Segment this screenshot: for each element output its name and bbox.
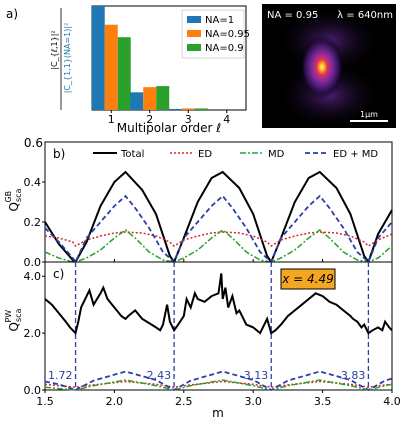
panel-b-ytick-0-0: 0.0 [24,256,42,269]
panel-a-xtick-4: 4 [223,113,230,126]
bar-na-1-l2 [130,92,144,110]
panel-c-ylabel-sub: sca [14,308,23,322]
panel-a-legend: NA=1 NA=0.95 NA=0.9 [181,9,250,59]
panel-b-line-ed [44,231,393,247]
beam-inset: NA = 0.95 λ = 640nm 1μm [262,4,396,129]
beam-inset-scalebar-label: 1μm [360,110,378,119]
legend-swatch-na1 [187,16,201,23]
panel-c-xticks: 1.5 2.0 2.5 3.0 3.5 4.0 [36,390,400,408]
panel-c-annotation: x = 4.49 [280,268,336,290]
panel-b-line-md [44,229,393,263]
panel-b-yticks: 0.0 0.2 0.4 [24,176,45,269]
svg-text:QscaPW: QscaPW [4,308,23,331]
legend-label-na09: NA=0.9 [205,43,244,54]
panel-c-xlabel: m [212,406,224,420]
legend-swatch-na095 [187,30,201,37]
vline-label-2-43: 2.43 [147,369,172,382]
beam-focus-spot [300,35,344,99]
panel-b-line-total [44,170,393,265]
svg-text:QscaGB: QscaGB [4,188,23,211]
panel-b-ytick-0-4: 0.4 [24,176,42,189]
panel-c-xtick-3-5: 3.5 [314,395,332,408]
panel-c-axes [44,261,393,391]
panel-c-xtick-2-0: 2.0 [106,395,124,408]
panel-c-annotation-text: x = 4.49 [281,272,334,286]
legend-label-md: MD [268,149,285,160]
panel-a-xtick-2: 2 [146,113,153,126]
legend-label-edmd: ED + MD [333,149,378,160]
panel-c-xtick-2-5: 2.5 [175,395,193,408]
panel-a-ylabel-denominator: |C_{1,1}(NA=1)|² [63,23,72,94]
bar-na-1-l3 [168,108,182,110]
bar-na-0-9-l2 [156,86,170,110]
panel-c-line-md [44,379,393,391]
bar-na-0-95-l2 [143,87,157,110]
panel-a-xtick-1: 1 [108,113,115,126]
panel-c-ylabel-sup: PW [4,310,13,323]
panel-b-lines [44,170,393,265]
panel-b-line-ed-md [44,194,393,264]
panel-b-ylabel-sub: sca [14,188,23,202]
panel-a-xtick-3: 3 [185,113,192,126]
panel-c-ylabel-main: Q [7,322,21,331]
legend-swatch-na09 [187,44,201,51]
legend-label-total: Total [120,149,144,160]
panel-a-ylabel-numerator: |C_{ℓ,1}|² [50,30,59,69]
legend-label-na1: NA=1 [205,15,234,26]
panel-c-ylabel: QscaPW [4,308,23,331]
panel-c-annotation-box [280,268,336,290]
vline-label-3-13: 3.13 [244,369,269,382]
panel-a-xlabel: Multipolar order ℓ [117,121,222,135]
panel-a-bars [91,6,208,111]
vline-label-1-72: 1.72 [48,369,73,382]
panel-c-label: c) [53,267,64,281]
vline-label-3-83: 3.83 [341,369,366,382]
bar-na-0-9-l1 [117,37,131,111]
panel-c-line-total [44,273,393,336]
panel-b-label: b) [53,147,65,161]
legend-label-ed: ED [198,149,212,160]
panel-a-xticks: 1 2 3 4 [108,110,230,126]
panel-c-yticks: 0.0 2.0 4.0 [24,270,45,397]
panel-c-line-ed [44,380,393,388]
panel-c-lines [44,273,393,392]
panel-c-ytick-4-0: 4.0 [24,270,42,283]
panel-b-ylabel-main: Q [7,202,21,211]
beam-inset-na-label: NA = 0.95 [267,10,318,21]
panel-c-ytick-0-0: 0.0 [24,384,42,397]
panel-c: QscaPW 0.0 2.0 4.0 1.5 2.0 2.5 3.0 3.5 4.0 1.72… [4,261,400,420]
panel-c-xtick-1-5: 1.5 [36,395,54,408]
panel-b-legend: Total ED MD ED + MD [93,149,378,160]
panel-c-ytick-2-0: 2.0 [24,327,42,340]
panel-a: a) |C_{ℓ,1}|² |C_{1,1}(NA=1)|² 1 2 3 4 NA=1… [6,5,250,135]
panel-b-ylabel: QscaGB [4,188,23,211]
panel-c-xtick-3-0: 3.0 [244,395,262,408]
beam-inset-lambda-label: λ = 640nm [337,10,393,21]
legend-label-na095: NA=0.95 [205,29,250,40]
bar-na-0-95-l1 [104,24,118,110]
panel-a-label: a) [6,7,18,21]
panel-b-axes [44,141,393,263]
panel-c-xtick-4-0: 4.0 [383,395,400,408]
bar-na-0-9-l3 [194,108,208,110]
panel-b-ytick-0-2: 0.2 [24,216,42,229]
panel-b-ytick-top: 0.6 [24,136,43,150]
bar-na-1-l1 [91,6,105,110]
panel-b: 0.6 QscaGB 0.0 0.2 0.4 b) Total ED MD ED +… [4,136,393,269]
panel-b-ylabel-sup: GB [4,191,13,203]
panel-a-ylabel: |C_{ℓ,1}|² |C_{1,1}(NA=1)|² [50,8,72,110]
bar-na-0-95-l3 [181,108,195,110]
